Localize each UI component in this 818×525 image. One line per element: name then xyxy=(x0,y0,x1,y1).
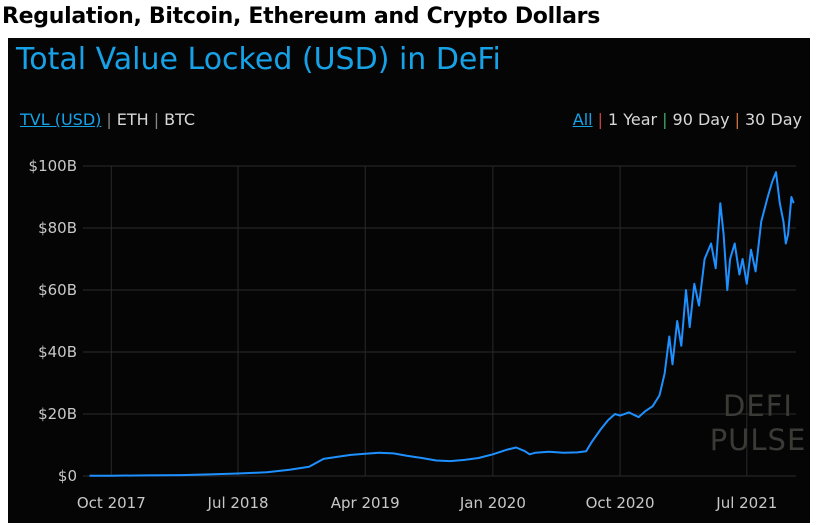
x-tick-label: Oct 2017 xyxy=(77,494,146,512)
watermark-line-1: DEFI xyxy=(723,389,793,423)
y-tick-label: $60B xyxy=(38,281,77,299)
range-selector: All | 1 Year | 90 Day | 30 Day xyxy=(573,110,802,129)
unit-option-eth[interactable]: ETH xyxy=(116,110,149,129)
range-option-all[interactable]: All xyxy=(572,110,593,129)
range-option-1-year[interactable]: 1 Year xyxy=(607,110,658,129)
x-tick-label: Jan 2020 xyxy=(459,494,526,512)
range-separator: | xyxy=(734,110,740,129)
tvl-line-chart: $0 $20B $40B $60B $80B $100B Oct 2017 Jul 2018… xyxy=(29,157,807,512)
range-separator: | xyxy=(597,110,603,129)
x-tick-label: Jul 2021 xyxy=(715,494,777,512)
page-headline: Regulation, Bitcoin, Ethereum and Crypto… xyxy=(2,4,600,29)
unit-option-tvl[interactable]: TVL (USD) xyxy=(20,110,102,129)
y-tick-label: $40B xyxy=(38,343,77,361)
x-axis-ticks: Oct 2017 Jul 2018 Apr 2019 Jan 2020 Oct 2020… xyxy=(77,494,777,512)
range-option-30-day[interactable]: 30 Day xyxy=(744,110,802,129)
x-tick-label: Oct 2020 xyxy=(586,494,655,512)
watermark-line-2: PULSE xyxy=(710,423,807,457)
y-tick-label: $80B xyxy=(38,219,77,237)
chart-title: Total Value Locked (USD) in DeFi xyxy=(16,42,501,77)
unit-separator: | xyxy=(106,110,112,129)
x-tick-label: Jul 2018 xyxy=(207,494,269,512)
y-tick-label: $100B xyxy=(29,157,77,175)
unit-separator: | xyxy=(153,110,160,129)
chart-panel: Total Value Locked (USD) in DeFi TVL (US… xyxy=(8,38,810,523)
y-axis-ticks: $0 $20B $40B $60B $80B $100B xyxy=(29,157,77,485)
range-separator: | xyxy=(662,110,668,129)
series-line-tvl xyxy=(89,171,795,477)
grid-lines xyxy=(83,165,796,477)
unit-selector: TVL (USD) | ETH | BTC xyxy=(20,110,195,129)
y-tick-label: $20B xyxy=(38,405,77,423)
y-tick-label: $0 xyxy=(58,467,77,485)
range-option-90-day[interactable]: 90 Day xyxy=(672,110,730,129)
x-tick-label: Apr 2019 xyxy=(331,494,400,512)
unit-option-btc[interactable]: BTC xyxy=(164,110,196,129)
